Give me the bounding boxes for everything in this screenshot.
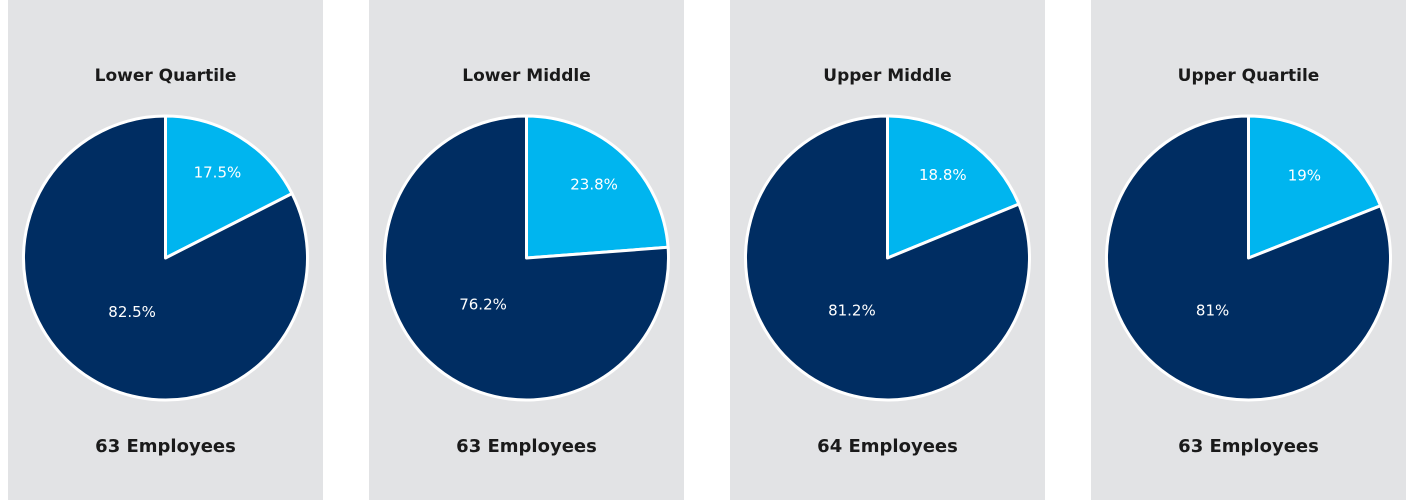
chart-title: Upper Quartile — [1178, 66, 1320, 86]
pie-slice — [744, 114, 1031, 402]
data-label: 76.2% — [459, 295, 507, 313]
chart-footer: 64 Employees — [817, 436, 958, 457]
chart-footer: 63 Employees — [456, 436, 597, 457]
chart-panel: Lower Middle 23.8% 76.2% 63 Employees — [369, 0, 684, 500]
pie-slice — [383, 114, 670, 402]
chart-title: Upper Middle — [823, 66, 951, 86]
pie-slice — [886, 114, 1021, 260]
pie-slice — [164, 114, 294, 260]
data-label: 19% — [1288, 166, 1321, 184]
pie-slice — [1105, 114, 1392, 402]
pie-slice — [525, 114, 670, 260]
chart-panel: Lower Quartile 17.5% 82.5% 63 Employees — [8, 0, 323, 500]
pie-slice — [22, 114, 309, 402]
data-label: 81% — [1196, 301, 1229, 319]
data-label: 82.5% — [108, 303, 156, 321]
data-label: 23.8% — [570, 176, 618, 194]
data-label: 17.5% — [194, 164, 242, 182]
chart-title: Lower Middle — [462, 66, 591, 86]
data-label: 18.8% — [919, 166, 967, 184]
data-label: 81.2% — [828, 302, 876, 320]
chart-panel: Upper Quartile 19% 81% 63 Employees — [1091, 0, 1406, 500]
chart-footer: 63 Employees — [95, 436, 236, 457]
chart-panel: Upper Middle 18.8% 81.2% 64 Employees — [730, 0, 1045, 500]
pie-slice — [1247, 114, 1383, 260]
chart-footer: 63 Employees — [1178, 436, 1319, 457]
chart-title: Lower Quartile — [95, 66, 237, 86]
